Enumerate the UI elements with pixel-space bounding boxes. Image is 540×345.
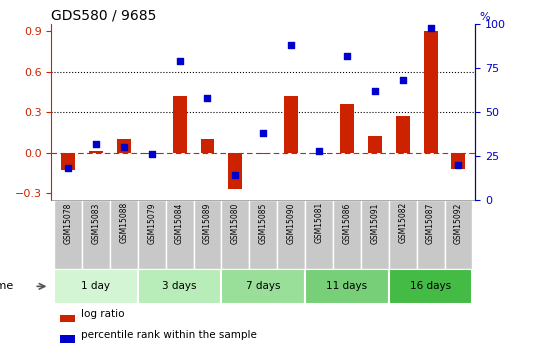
Bar — [444, 200, 472, 269]
Text: GSM15089: GSM15089 — [203, 202, 212, 244]
Text: GSM15091: GSM15091 — [370, 202, 379, 244]
Bar — [173, 96, 186, 153]
Point — [454, 162, 463, 168]
Bar — [340, 104, 354, 153]
Text: 16 days: 16 days — [410, 282, 451, 291]
Bar — [60, 335, 75, 343]
Point — [147, 151, 156, 157]
Bar — [117, 139, 131, 153]
Text: 11 days: 11 days — [326, 282, 368, 291]
Point — [399, 78, 407, 83]
Point — [426, 25, 435, 30]
Bar — [451, 153, 465, 169]
Text: GSM15086: GSM15086 — [342, 202, 352, 244]
Bar — [221, 269, 305, 304]
Bar — [417, 200, 444, 269]
Point — [342, 53, 351, 59]
Bar — [89, 151, 103, 153]
Bar — [284, 96, 298, 153]
Text: GSM15081: GSM15081 — [314, 202, 323, 244]
Bar — [54, 200, 82, 269]
Text: GSM15088: GSM15088 — [119, 202, 129, 244]
Bar — [193, 200, 221, 269]
Point — [92, 141, 100, 147]
Bar — [312, 153, 326, 154]
Text: GSM15079: GSM15079 — [147, 202, 156, 244]
Point — [119, 145, 128, 150]
Bar — [389, 200, 417, 269]
Text: GSM15087: GSM15087 — [426, 202, 435, 244]
Text: GSM15078: GSM15078 — [64, 202, 72, 244]
Point — [176, 58, 184, 64]
Bar — [145, 153, 159, 154]
Bar — [138, 200, 166, 269]
Bar — [389, 269, 472, 304]
Bar — [305, 269, 389, 304]
Point — [203, 95, 212, 101]
Text: 7 days: 7 days — [246, 282, 280, 291]
Bar — [228, 153, 242, 189]
Bar — [166, 200, 193, 269]
Bar — [361, 200, 389, 269]
Text: GSM15092: GSM15092 — [454, 202, 463, 244]
Bar — [200, 139, 214, 153]
Point — [259, 130, 267, 136]
Bar — [333, 200, 361, 269]
Bar — [110, 200, 138, 269]
Bar — [138, 269, 221, 304]
Point — [370, 88, 379, 94]
Point — [315, 148, 323, 154]
Bar — [82, 200, 110, 269]
Bar — [256, 153, 270, 154]
Text: 1 day: 1 day — [82, 282, 110, 291]
Point — [287, 42, 295, 48]
Bar — [423, 31, 437, 153]
Text: time: time — [0, 282, 14, 291]
Text: %: % — [480, 12, 490, 22]
Bar — [61, 153, 75, 170]
Text: GSM15082: GSM15082 — [398, 202, 407, 244]
Point — [64, 166, 72, 171]
Bar — [60, 315, 75, 322]
Bar — [221, 200, 249, 269]
Text: GSM15084: GSM15084 — [175, 202, 184, 244]
Text: log ratio: log ratio — [81, 309, 125, 319]
Bar — [305, 200, 333, 269]
Text: GSM15090: GSM15090 — [287, 202, 295, 244]
Text: GSM15080: GSM15080 — [231, 202, 240, 244]
Point — [231, 173, 240, 178]
Bar — [54, 269, 138, 304]
Text: 3 days: 3 days — [163, 282, 197, 291]
Bar — [249, 200, 277, 269]
Text: GDS580 / 9685: GDS580 / 9685 — [51, 9, 157, 23]
Bar — [368, 137, 382, 153]
Text: GSM15083: GSM15083 — [91, 202, 100, 244]
Text: percentile rank within the sample: percentile rank within the sample — [81, 330, 257, 339]
Bar — [396, 116, 410, 153]
Text: GSM15085: GSM15085 — [259, 202, 268, 244]
Bar — [277, 200, 305, 269]
